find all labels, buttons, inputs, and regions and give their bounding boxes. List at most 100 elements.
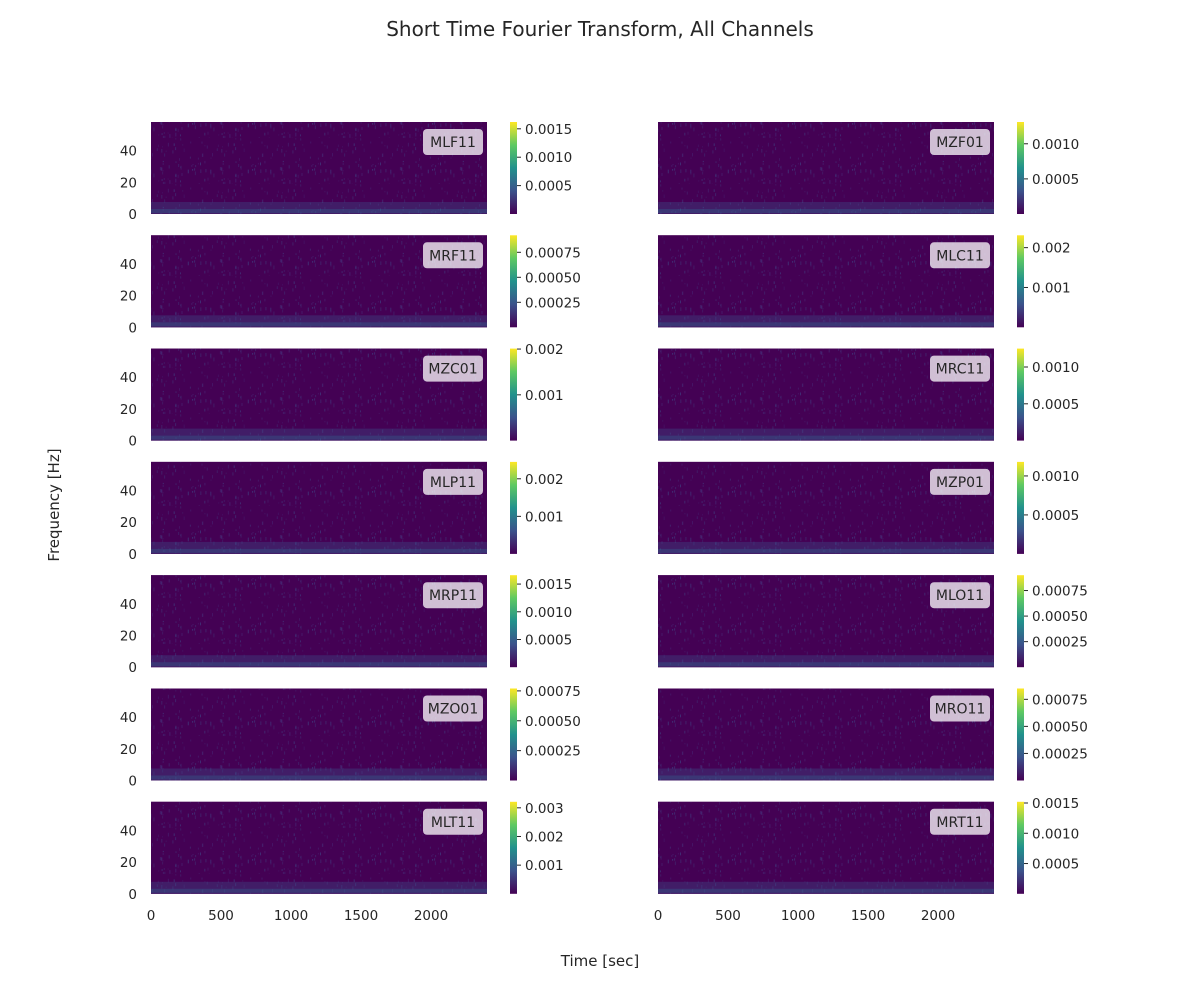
colorbar-tick-label: 0.0010 xyxy=(1032,360,1079,376)
y-tick-label: 40 xyxy=(120,823,137,839)
low-frequency-band xyxy=(151,881,487,894)
x-tick-label: 500 xyxy=(715,908,741,924)
channel-label-box xyxy=(423,129,483,155)
low-frequency-band xyxy=(658,548,994,553)
colorbar-tick-label: 0.0010 xyxy=(1032,137,1079,153)
channel-label-box xyxy=(930,468,990,495)
colorbar xyxy=(510,122,517,214)
channel-label: MLT11 xyxy=(431,815,475,831)
low-frequency-band xyxy=(658,315,994,328)
low-frequency-band xyxy=(658,881,994,894)
colorbar-tick-label: 0.0010 xyxy=(1032,826,1079,842)
colorbar-tick-label: 0.00075 xyxy=(525,684,581,700)
colorbar-tick-label: 0.0010 xyxy=(1032,469,1079,485)
colorbar xyxy=(1017,575,1024,668)
y-tick-label: 40 xyxy=(120,257,137,273)
low-frequency-band xyxy=(658,662,994,667)
channel-label: MZF01 xyxy=(936,135,984,151)
colorbar xyxy=(1017,801,1024,894)
y-tick-label: 0 xyxy=(128,434,137,450)
colorbar xyxy=(1017,235,1024,328)
x-tick-label: 1500 xyxy=(344,908,378,924)
y-tick-label: 0 xyxy=(128,774,137,790)
colorbar-tick-label: 0.0015 xyxy=(525,577,572,593)
colorbar-tick-label: 0.00050 xyxy=(1032,609,1088,625)
y-tick-label: 20 xyxy=(120,742,137,758)
low-frequency-band xyxy=(151,428,487,441)
y-tick-label: 40 xyxy=(120,370,137,386)
colorbar-tick-label: 0.0005 xyxy=(1032,172,1079,188)
colorbar-tick-label: 0.00025 xyxy=(525,295,581,311)
x-tick-label: 0 xyxy=(147,908,156,924)
colorbar xyxy=(1017,688,1024,781)
colorbar xyxy=(510,688,517,781)
panel-mzp01: MZP01 0.0005 0.0010 xyxy=(658,461,1079,554)
x-tick-label: 0 xyxy=(654,908,663,924)
panel-mlf11: MLF11 0 20 40 0.0005 0.0010 0.0015 xyxy=(120,122,572,223)
y-tick-label: 40 xyxy=(120,483,137,499)
channel-label: MLF11 xyxy=(430,135,476,151)
colorbar-tick-label: 0.001 xyxy=(525,858,564,874)
channel-label: MRT11 xyxy=(936,815,983,831)
channel-label-box xyxy=(930,355,990,382)
channel-label-box xyxy=(930,129,990,155)
colorbar-tick-label: 0.002 xyxy=(525,472,564,488)
colorbar xyxy=(1017,461,1024,554)
low-frequency-band xyxy=(658,768,994,781)
colorbar-tick-label: 0.00075 xyxy=(525,245,581,261)
colorbar-tick-label: 0.003 xyxy=(525,801,564,817)
colorbar-tick-label: 0.001 xyxy=(525,388,564,404)
channel-label-box xyxy=(423,468,483,495)
colorbar-tick-label: 0.00025 xyxy=(525,744,581,760)
y-tick-label: 40 xyxy=(120,710,137,726)
low-frequency-band xyxy=(151,541,487,554)
low-frequency-band xyxy=(151,209,487,213)
x-tick-label: 2000 xyxy=(414,908,448,924)
y-tick-label: 0 xyxy=(128,547,137,563)
colorbar xyxy=(510,461,517,554)
panel-mzf01: MZF01 0.0005 0.0010 xyxy=(658,122,1079,214)
colorbar-tick-label: 0.0005 xyxy=(525,632,572,648)
y-tick-label: 20 xyxy=(120,515,137,531)
y-tick-label: 40 xyxy=(120,597,137,613)
colorbar-tick-label: 0.00025 xyxy=(1032,635,1088,651)
colorbar-tick-label: 0.00075 xyxy=(1032,692,1088,708)
colorbar-tick-label: 0.00050 xyxy=(525,714,581,730)
y-tick-label: 20 xyxy=(120,628,137,644)
y-tick-label: 0 xyxy=(128,320,137,336)
x-tick-label: 2000 xyxy=(921,908,955,924)
colorbar-tick-label: 0.00050 xyxy=(1032,719,1088,735)
colorbar-tick-label: 0.001 xyxy=(1032,280,1071,296)
colorbar-tick-label: 0.00075 xyxy=(1032,584,1088,600)
low-frequency-band xyxy=(658,322,994,327)
y-tick-label: 20 xyxy=(120,289,137,305)
panel-mro11: MRO11 0.00025 0.00050 0.00075 xyxy=(658,688,1088,781)
colorbar xyxy=(1017,122,1024,214)
channel-label-box xyxy=(423,242,483,269)
low-frequency-band xyxy=(151,888,487,893)
y-axis-label: Frequency [Hz] xyxy=(45,448,63,561)
colorbar xyxy=(510,575,517,668)
figure-title: Short Time Fourier Transform, All Channe… xyxy=(386,17,814,41)
channel-label-box xyxy=(930,242,990,269)
y-tick-label: 0 xyxy=(128,660,137,676)
channel-label: MRO11 xyxy=(935,702,986,718)
x-tick-label: 1000 xyxy=(781,908,815,924)
x-tick-label: 1500 xyxy=(851,908,885,924)
colorbar-tick-label: 0.0015 xyxy=(525,122,572,138)
colorbar xyxy=(510,801,517,894)
colorbar-tick-label: 0.002 xyxy=(525,829,564,845)
colorbar xyxy=(510,235,517,328)
y-tick-label: 20 xyxy=(120,402,137,418)
low-frequency-band xyxy=(658,428,994,441)
channel-label-box xyxy=(930,695,990,722)
colorbar xyxy=(1017,348,1024,441)
panel-mlp11: MLP11 0 20 40 0.001 0.002 xyxy=(120,461,564,563)
low-frequency-band xyxy=(658,435,994,440)
channel-label-box xyxy=(930,582,990,609)
channel-label-box xyxy=(423,695,483,722)
channel-label: MLP11 xyxy=(430,475,476,491)
colorbar-tick-label: 0.002 xyxy=(1032,241,1071,257)
low-frequency-band xyxy=(151,662,487,667)
low-frequency-band xyxy=(151,775,487,780)
